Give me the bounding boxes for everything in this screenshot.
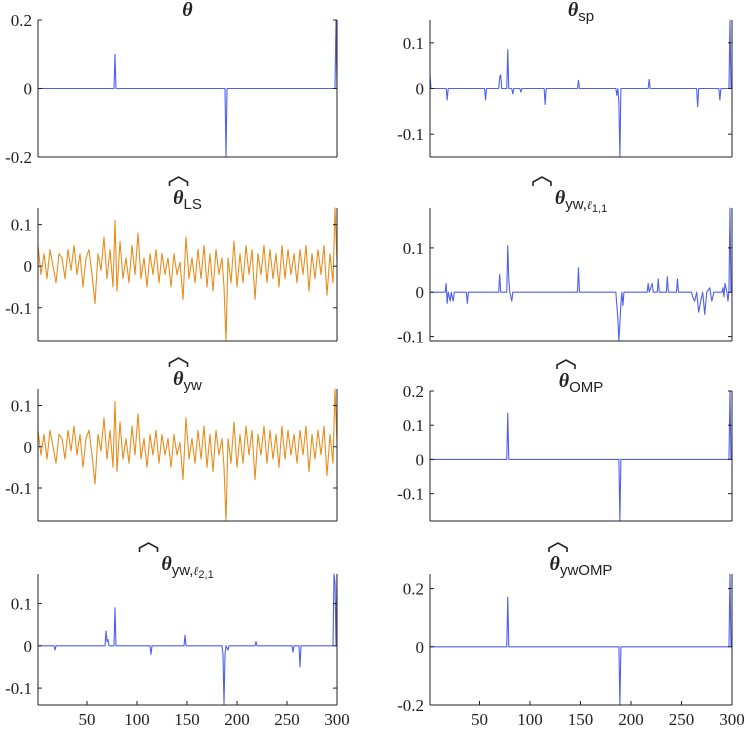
panel-theta-yw: θyw -0.1 0 0.1 (5, 357, 338, 522)
panel-title: θyw (173, 368, 202, 394)
title-symbol: θ (173, 368, 184, 390)
y-tick-label: 0 (24, 80, 33, 99)
y-tick-label: 0 (24, 438, 33, 457)
series-line (430, 573, 732, 706)
panel-theta-ls: θLS -0.1 0 0.1 (5, 176, 338, 342)
y-tick-label: -0.1 (397, 485, 424, 504)
title-subscript: yw (184, 377, 203, 394)
panel-theta-omp: θOMP -0.1 0 0.1 0.2 (397, 359, 733, 522)
panel-title: θywOMP (550, 553, 613, 579)
y-tick-label: -0.1 (5, 479, 32, 498)
series-line (37, 388, 338, 522)
hat-icon (138, 542, 159, 552)
y-tick-label: 0 (24, 637, 33, 656)
y-tick-label: 0 (416, 80, 425, 99)
y-tick-label: -0.1 (5, 679, 32, 698)
panel-title: θ (182, 0, 193, 21)
series-line (38, 573, 338, 706)
panel-title: θyw,ℓ1,1 (555, 187, 607, 215)
hat-icon (168, 176, 189, 186)
title-symbol: θ (161, 553, 172, 575)
y-tick-label: 0 (24, 257, 33, 276)
panel-theta-ywomp: θywOMP -0.2 0 0.2 50 100 150 200 250 300 (397, 542, 745, 729)
panel-theta-yw-l21: θyw,ℓ2,1 -0.1 0 0.1 50 100 150 200 250 300 (5, 542, 350, 729)
title-subscript: LS (184, 196, 202, 213)
y-tick-label: 0.1 (403, 416, 424, 435)
y-tick-label: 0.1 (11, 397, 32, 416)
y-tick-label: 0.2 (11, 11, 32, 30)
title-symbol: θ (555, 187, 566, 209)
title-symbol: θ (550, 553, 561, 575)
y-tick-label: 0.1 (403, 239, 424, 258)
x-tick-label: 200 (618, 710, 644, 729)
title-subscript-ell: ℓ (587, 198, 592, 212)
x-tick-label: 50 (79, 710, 96, 729)
y-tick-label: -0.1 (5, 299, 32, 318)
title-subscript: OMP (569, 379, 603, 396)
title-symbol: θ (173, 187, 184, 209)
y-tick-label: 0.1 (11, 216, 32, 235)
title-symbol: θ (559, 370, 570, 392)
y-tick-label: -0.2 (5, 148, 32, 167)
y-tick-label: 0 (416, 450, 425, 469)
panel-title: θsp (568, 0, 594, 25)
title-subscript-index: 1,1 (592, 203, 607, 215)
panel-title: θOMP (559, 370, 604, 396)
x-tick-label: 300 (719, 710, 745, 729)
title-subscript: yw, (565, 196, 587, 213)
x-tick-label: 100 (517, 710, 543, 729)
series-line (38, 19, 338, 158)
x-tick-label: 300 (324, 710, 350, 729)
hat-icon (532, 176, 552, 186)
x-tick-label: 250 (274, 710, 300, 729)
panel-title: θyw,ℓ2,1 (161, 553, 213, 581)
series-line (429, 19, 732, 158)
y-tick-label: 0 (416, 638, 425, 657)
y-tick-label: -0.1 (397, 125, 424, 144)
title-symbol: θ (568, 0, 579, 21)
series-line (430, 207, 732, 342)
title-subscript-index: 2,1 (198, 569, 213, 581)
y-tick-label: 0.1 (11, 595, 32, 614)
hat-icon (556, 359, 576, 369)
series-line (37, 207, 338, 342)
y-tick-label: 0.2 (403, 382, 424, 401)
hat-icon (548, 542, 568, 552)
x-tick-label: 150 (174, 710, 200, 729)
x-tick-label: 200 (224, 710, 250, 729)
x-tick-label: 50 (471, 710, 488, 729)
y-tick-label: -0.2 (397, 696, 424, 715)
hat-icon (168, 357, 189, 367)
y-tick-label: -0.1 (397, 328, 424, 347)
title-subscript: ywOMP (560, 562, 613, 579)
x-tick-label: 150 (568, 710, 594, 729)
panel-theta-yw-l11: θyw,ℓ1,1 -0.1 0 0.1 (397, 176, 733, 347)
y-tick-label: 0.2 (403, 580, 424, 599)
title-symbol: θ (182, 0, 193, 21)
y-tick-label: 0 (416, 283, 425, 302)
panel-theta-sp: θsp -0.1 0 0.1 (397, 0, 733, 158)
panel-theta: θ -0.2 0 0.2 (5, 0, 338, 167)
panel-title: θLS (173, 187, 202, 213)
title-subscript: sp (578, 8, 594, 25)
y-tick-label: 0.1 (403, 34, 424, 53)
x-tick-label: 250 (669, 710, 695, 729)
title-subscript-ell: ℓ (193, 564, 198, 578)
title-subscript: yw, (172, 562, 194, 579)
series-line (430, 390, 732, 522)
x-tick-label: 100 (124, 710, 150, 729)
